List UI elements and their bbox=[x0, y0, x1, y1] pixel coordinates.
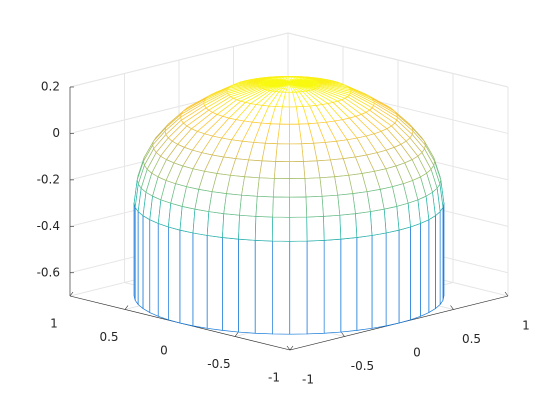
y-tick-label: 0 bbox=[413, 346, 421, 360]
tick-mark bbox=[124, 305, 129, 310]
mesh-cell bbox=[337, 193, 356, 216]
mesh-cell bbox=[435, 211, 441, 309]
mesh-cell bbox=[255, 195, 274, 218]
mesh-cell bbox=[355, 211, 373, 238]
mesh-cell bbox=[239, 194, 258, 217]
mesh-cell bbox=[428, 215, 436, 313]
x-tick-label: 0.5 bbox=[99, 330, 118, 344]
mesh-cell bbox=[371, 232, 387, 329]
mesh-cell bbox=[340, 237, 358, 333]
mesh-cell bbox=[179, 206, 196, 234]
mesh-cell bbox=[410, 223, 421, 321]
tick-mark bbox=[289, 345, 294, 351]
mesh-cell bbox=[277, 123, 290, 145]
z-tick-label: -0.2 bbox=[37, 172, 60, 186]
mesh-cell bbox=[168, 226, 181, 324]
mesh-cell bbox=[222, 213, 240, 240]
mesh-cell bbox=[254, 216, 274, 242]
mesh-cell bbox=[222, 237, 239, 333]
mesh-cell bbox=[305, 195, 324, 218]
mesh-cell bbox=[323, 214, 342, 241]
tick-mark bbox=[341, 332, 345, 337]
x-tick-label: -1 bbox=[268, 371, 280, 385]
mesh-cell bbox=[254, 239, 273, 335]
y-tick-label: 1 bbox=[522, 319, 530, 333]
mesh-cell bbox=[208, 191, 227, 214]
x-tick-label: 0 bbox=[160, 344, 168, 358]
mesh-cell bbox=[192, 208, 210, 236]
mesh-cell bbox=[206, 211, 225, 238]
mesh-cell bbox=[256, 177, 275, 198]
z-tick-label: -0.4 bbox=[37, 219, 60, 233]
mesh-cell bbox=[339, 213, 358, 240]
x-tick-label: 1 bbox=[50, 317, 58, 331]
mesh-cell bbox=[289, 216, 308, 242]
mesh-cell bbox=[356, 235, 373, 331]
z-tick-label: 0 bbox=[52, 126, 60, 140]
mesh-cell bbox=[420, 219, 430, 317]
mesh-cell bbox=[383, 206, 400, 234]
axis-edge bbox=[69, 32, 289, 88]
mesh-cell bbox=[272, 196, 291, 218]
mesh-cell bbox=[319, 176, 339, 197]
mesh-cell bbox=[137, 211, 144, 309]
mesh-cell bbox=[306, 216, 325, 242]
mesh-cell bbox=[206, 235, 223, 331]
mesh-cell bbox=[289, 143, 304, 163]
mesh-cell bbox=[304, 177, 323, 198]
mesh-cell bbox=[258, 160, 277, 179]
mesh-cell bbox=[179, 229, 194, 327]
mesh-cell bbox=[289, 240, 308, 335]
mesh-cell bbox=[238, 238, 256, 334]
axis-edge bbox=[287, 32, 509, 88]
mesh-cell bbox=[238, 214, 257, 241]
tick-mark bbox=[69, 291, 74, 297]
z-tick-label: -0.6 bbox=[37, 265, 60, 279]
mesh-cell bbox=[289, 196, 308, 218]
mesh-cell bbox=[142, 215, 151, 313]
mesh-cell bbox=[273, 178, 291, 198]
x-tick-label: -0.5 bbox=[207, 357, 230, 371]
mesh-cell bbox=[352, 191, 371, 214]
mesh-cell bbox=[321, 194, 341, 217]
mesh-cell bbox=[385, 229, 400, 327]
mesh-cell bbox=[289, 178, 307, 198]
y-tick-label: 0.5 bbox=[462, 332, 481, 346]
mesh-cell bbox=[157, 223, 169, 321]
y-tick-label: -1 bbox=[302, 373, 314, 387]
tick-mark bbox=[286, 345, 291, 351]
mesh-cell bbox=[289, 161, 306, 180]
z-tick-label: 0.2 bbox=[41, 80, 60, 94]
mesh bbox=[133, 76, 445, 335]
tick-mark bbox=[450, 305, 454, 310]
mesh-cell bbox=[274, 161, 290, 180]
tick-mark bbox=[234, 332, 239, 337]
mesh-cell bbox=[275, 143, 290, 163]
mesh-cell bbox=[192, 232, 208, 329]
mesh-cell bbox=[398, 226, 411, 324]
mesh-cell bbox=[369, 208, 387, 236]
mesh-cell bbox=[272, 240, 291, 335]
mesh-cell bbox=[149, 219, 159, 317]
mesh-cell bbox=[323, 238, 342, 334]
mesh-cell bbox=[223, 193, 242, 216]
mesh-cell bbox=[134, 207, 139, 305]
mesh-cell bbox=[303, 160, 321, 179]
mesh-cell bbox=[306, 239, 325, 335]
mesh-cell bbox=[272, 216, 291, 242]
mesh-cell bbox=[241, 176, 260, 197]
tick-mark bbox=[504, 291, 509, 297]
y-tick-label: -0.5 bbox=[351, 359, 374, 373]
mesh-cell bbox=[439, 207, 444, 305]
